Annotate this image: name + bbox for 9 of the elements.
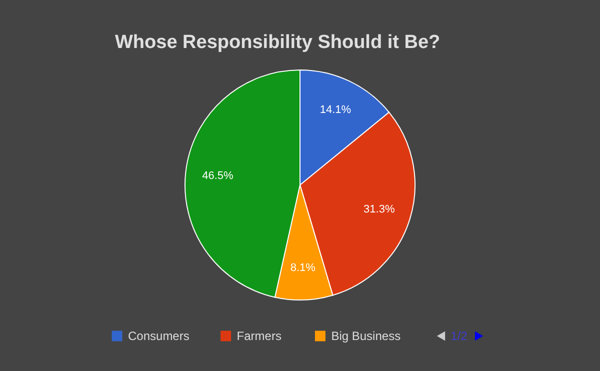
legend-label: Farmers (236, 329, 282, 343)
legend-label: Big Business (331, 329, 401, 343)
data-label: 8.1% (290, 262, 316, 274)
data-label: 46.5% (202, 170, 234, 182)
legend-label: Consumers (128, 329, 190, 343)
chart-title: Whose Responsibility Should it Be? (115, 32, 440, 53)
data-label: 31.3% (364, 203, 395, 216)
data-label: 14.1% (320, 104, 352, 116)
text: 1/2 (450, 329, 468, 343)
